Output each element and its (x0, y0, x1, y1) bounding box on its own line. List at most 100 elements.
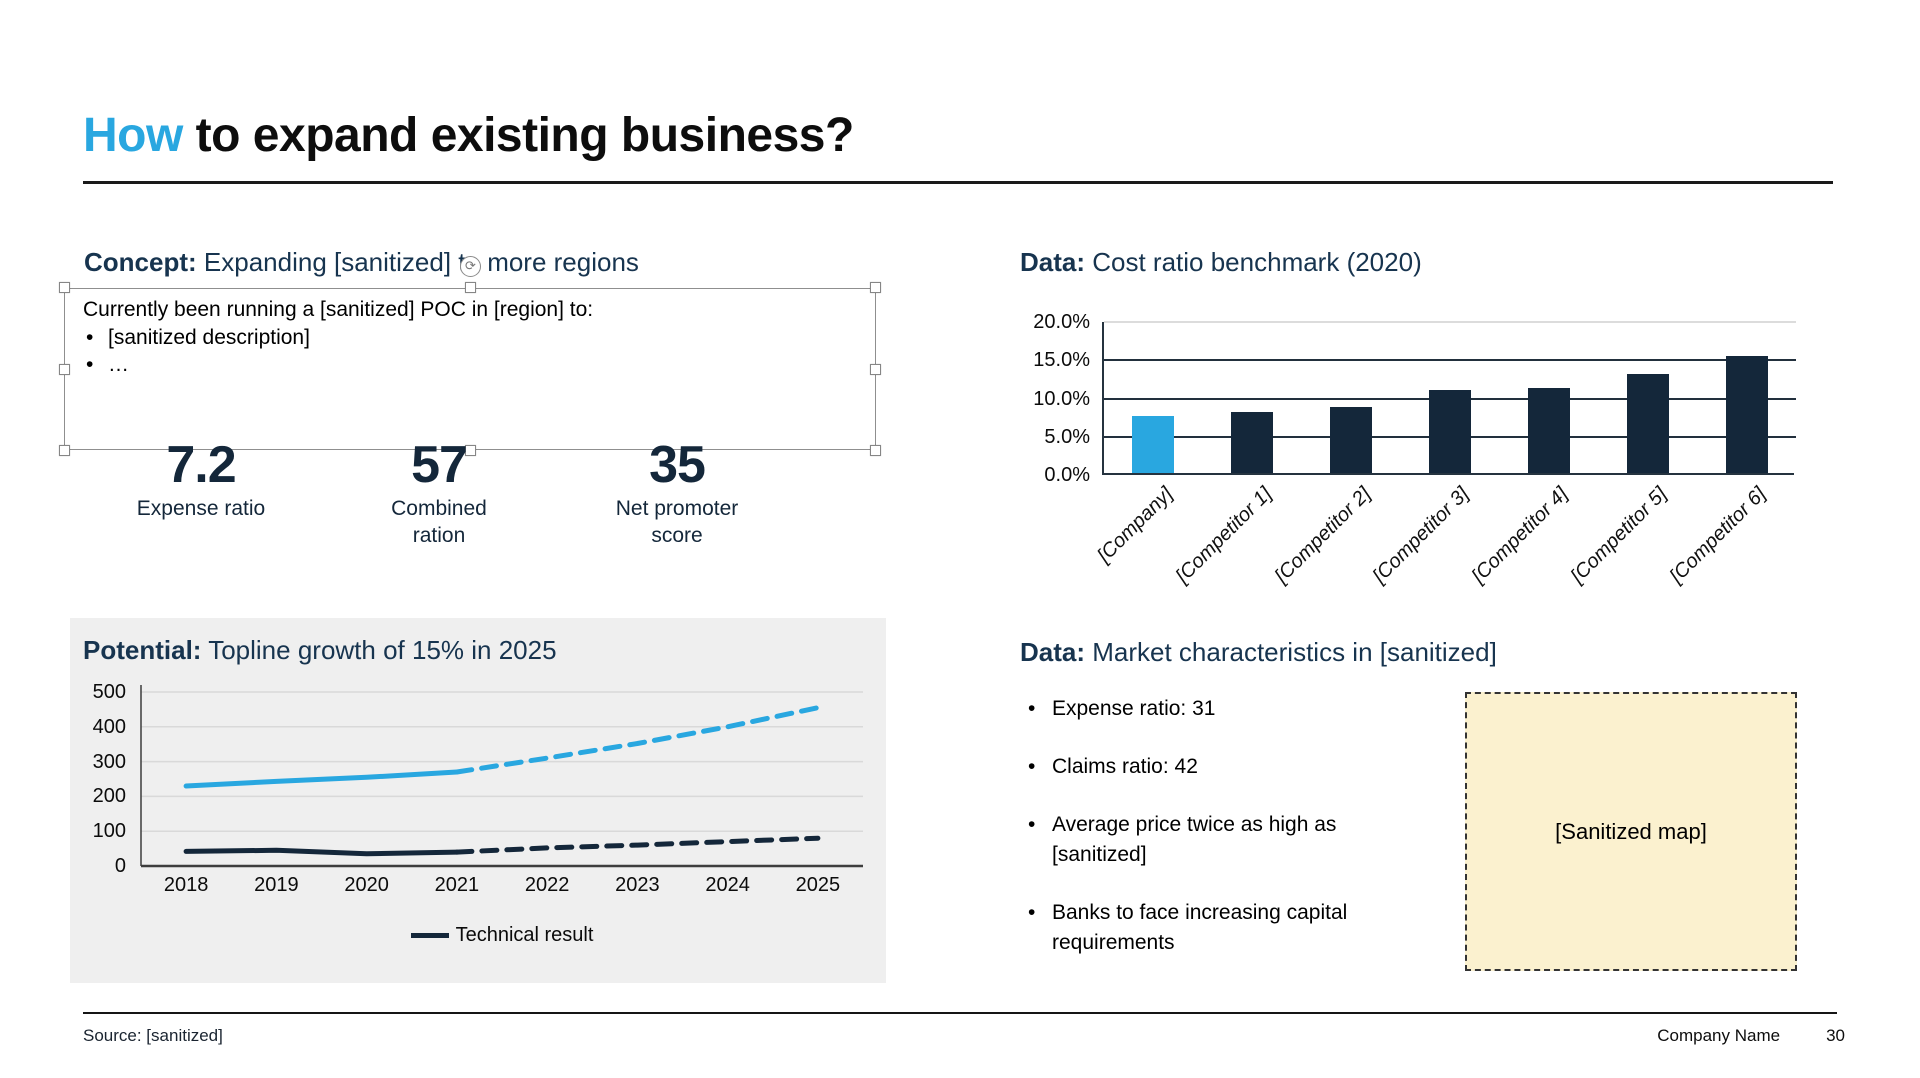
kpi-expense-ratio: 7.2 Expense ratio (88, 438, 314, 549)
footer-right: Company Name 30 (1657, 1026, 1845, 1046)
kpi-label: Net promoter score (615, 497, 739, 547)
gridline (1104, 359, 1796, 362)
bar-category-label: [Competitor 2] (1270, 483, 1375, 588)
footer-source: Source: [sanitized] (83, 1026, 223, 1045)
bar-competitor-3 (1429, 389, 1471, 473)
market-bullet: Claims ratio: 42 (1026, 752, 1371, 782)
cost-chart-label: Data: (1020, 247, 1086, 277)
selection-handle-top-right[interactable] (870, 282, 881, 293)
potential-chart-legend: Technical result (141, 924, 863, 947)
kpi-value: 7.2 (166, 436, 236, 494)
textbox-bullet-list: [sanitized description]… (83, 324, 593, 378)
cost-chart-y-axis-labels: 20.0% 15.0% 10.0% 5.0% 0.0% (1004, 311, 1090, 486)
cost-chart-ytick: 20.0% (1033, 311, 1090, 333)
market-bullet-list[interactable]: Expense ratio: 31 Claims ratio: 42 Average… (1026, 694, 1371, 986)
footer-page-number: 30 (1826, 1026, 1845, 1045)
market-bullet: Average price twice as high as [sanitize… (1026, 810, 1371, 870)
series-topline (183, 769, 460, 789)
potential-chart-ytick: 0 (114, 855, 126, 877)
potential-chart-ytick: 300 (92, 750, 126, 773)
selection-handle-bottom-right[interactable] (870, 445, 881, 456)
potential-chart-xtick: 2025 (795, 874, 841, 896)
selected-textbox[interactable]: ⟳ Currently been running a [sanitized] P… (59, 256, 881, 456)
potential-label: Potential: (83, 635, 202, 665)
selection-handle-middle-left[interactable] (59, 364, 70, 375)
series-technical-result (183, 847, 460, 857)
potential-chart-xtick: 2022 (524, 874, 570, 896)
cost-chart-ytick: 0.0% (1044, 464, 1090, 486)
cost-chart-heading[interactable]: Data: Cost ratio benchmark (2020) (1020, 246, 1422, 278)
potential-chart-xtick: 2023 (615, 874, 660, 896)
market-bullet: Banks to face increasing capital require… (1026, 898, 1371, 958)
bar-competitor-6 (1725, 355, 1768, 473)
concept-heading[interactable]: Concept: Expanding [sanitized] to more r… (84, 246, 639, 278)
bar-competitor-2 (1330, 407, 1373, 473)
bar-competitor-4 (1527, 388, 1570, 473)
kpi-row[interactable]: 7.2 Expense ratio 57 Combined ration 35 Net p… (88, 438, 790, 549)
potential-heading: Potential: Topline growth of 15% in 2025 (83, 634, 557, 666)
slide-title-highlight: How (83, 109, 183, 162)
bar-category-label: [Competitor 6] (1665, 483, 1771, 588)
cost-chart-ytick: 5.0% (1044, 425, 1090, 448)
legend-line-swatch (410, 933, 449, 938)
series-topline-forecast (454, 705, 821, 775)
kpi-value: 35 (649, 436, 706, 494)
textbox-intro: Currently been running a [sanitized] POC… (83, 298, 594, 321)
legend-label: Technical result (455, 924, 594, 946)
bar-company (1132, 415, 1175, 473)
kpi-label: Combined ration (391, 497, 487, 547)
cost-chart-plot-area[interactable]: [Company] [Competitor 1] [Competitor 2] [Co… (1093, 321, 1796, 587)
potential-chart-ytick: 100 (92, 820, 126, 843)
bar-category-label: [Competitor 4] (1468, 483, 1573, 588)
selection-handle-middle-right[interactable] (870, 364, 881, 375)
kpi-label: Expense ratio (136, 497, 266, 520)
kpi-net-promoter-score: 35 Net promoter score (564, 438, 790, 549)
bar-category-label: [Competitor 1] (1171, 483, 1276, 588)
selection-handle-top-center[interactable] (465, 282, 476, 293)
bar-category-label: [Competitor 5] (1566, 483, 1672, 588)
potential-chart-ytick: 200 (92, 785, 126, 808)
concept-heading-rest: Expanding [sanitized] to more regions (196, 247, 639, 277)
footer-company-name: Company Name (1657, 1026, 1781, 1045)
textbox-bullet: [sanitized description] (83, 324, 593, 351)
potential-line-chart (140, 685, 863, 868)
potential-chart-y-axis-labels: 500 400 300 200 100 0 (78, 681, 126, 877)
market-label: Data: (1020, 637, 1086, 667)
cost-chart-ytick: 10.0% (1033, 387, 1090, 410)
bar-competitor-5 (1626, 373, 1669, 473)
concept-label: Concept: (84, 247, 197, 277)
potential-chart-ytick: 400 (92, 715, 126, 738)
selection-handle-top-left[interactable] (59, 282, 70, 293)
map-placeholder-text: [Sanitized map] (1555, 818, 1707, 844)
kpi-value: 57 (411, 436, 468, 494)
potential-panel[interactable]: Potential: Topline growth of 15% in 2025… (70, 618, 886, 983)
series-technical-result-forecast (454, 835, 821, 855)
sanitized-map-placeholder[interactable]: [Sanitized map] (1465, 692, 1797, 971)
potential-chart-xtick: 2020 (344, 874, 389, 896)
market-heading-rest: Market characteristics in [sanitized] (1085, 637, 1497, 667)
potential-chart-xtick: 2019 (254, 874, 299, 896)
gridline (1104, 321, 1796, 323)
bar-competitor-1 (1231, 411, 1274, 473)
cost-chart-ytick: 15.0% (1033, 349, 1090, 372)
bar-category-label: [Competitor 3] (1369, 483, 1474, 588)
selection-handle-bottom-center[interactable] (465, 445, 476, 456)
rotate-handle-icon[interactable]: ⟳ (460, 256, 481, 277)
selection-handle-bottom-left[interactable] (59, 445, 70, 456)
potential-heading-rest: Topline growth of 15% in 2025 (201, 635, 557, 665)
cost-chart-heading-rest: Cost ratio benchmark (2020) (1085, 247, 1422, 277)
textbox-content: Currently been running a [sanitized] POC… (83, 296, 593, 378)
slide-title-rest: to expand existing business? (182, 109, 855, 162)
textbox-bullet: … (83, 351, 593, 378)
potential-chart-xtick: 2024 (705, 874, 750, 896)
footer-divider (83, 1012, 1837, 1014)
title-divider (83, 181, 1833, 184)
market-bullet: Expense ratio: 31 (1026, 694, 1371, 724)
market-heading[interactable]: Data: Market characteristics in [sanitiz… (1020, 636, 1497, 668)
slide-title: How to expand existing business? (83, 108, 854, 164)
bar-category-label: [Company] (1093, 483, 1177, 567)
potential-chart-ytick: 500 (92, 681, 126, 703)
potential-chart-xtick: 2021 (434, 874, 480, 896)
potential-chart-xtick: 2018 (163, 874, 209, 896)
